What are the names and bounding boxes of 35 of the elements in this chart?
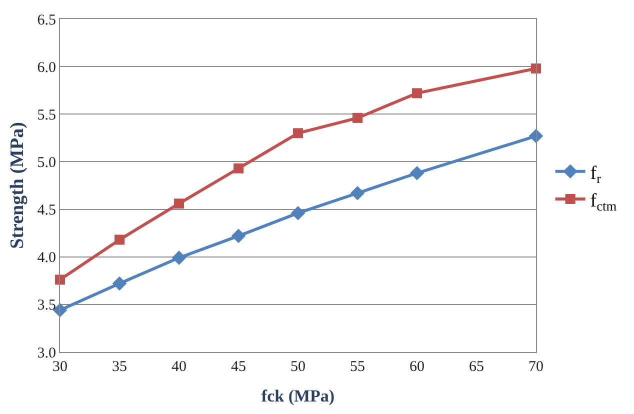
point [231, 228, 246, 244]
legend-label: f$_{ctm}$ [590, 190, 618, 214]
point [55, 274, 65, 285]
x-tick-label: 70 [528, 359, 544, 375]
point [174, 198, 184, 209]
legend-label: f$_{r}$ [590, 162, 602, 186]
x-tick-label: 55 [350, 359, 365, 375]
point [293, 128, 303, 138]
point [112, 276, 127, 291]
x-tick-label: 45 [231, 359, 246, 375]
x-tick-label: 65 [469, 359, 484, 375]
y-tick-label: 4.5 [37, 202, 56, 219]
x-tick-label: 30 [52, 359, 68, 375]
point [290, 206, 306, 220]
point [352, 112, 362, 123]
x-axis-title: fck (MPa) [261, 386, 335, 406]
point [172, 250, 186, 265]
y-tick-label: 3.0 [37, 345, 56, 362]
y-tick-label: 3.5 [37, 298, 56, 314]
x-tick-label: 40 [172, 359, 186, 375]
y-tick-label: 5.5 [37, 107, 56, 124]
point [412, 88, 422, 98]
point [234, 163, 244, 174]
point [410, 166, 424, 180]
y-tick-label: 6.0 [37, 60, 56, 76]
y-tick-label: 5.0 [37, 154, 56, 171]
point [531, 63, 541, 74]
x-tick-label: 60 [410, 359, 424, 375]
x-tick-label: 35 [112, 359, 127, 375]
point [350, 186, 365, 200]
point [114, 234, 124, 245]
x-tick-label: 50 [290, 359, 306, 375]
y-tick-label: 6.5 [37, 12, 56, 28]
y-axis-title: Strength (MPa) [7, 122, 28, 249]
y-tick-label: 4.0 [37, 250, 56, 266]
